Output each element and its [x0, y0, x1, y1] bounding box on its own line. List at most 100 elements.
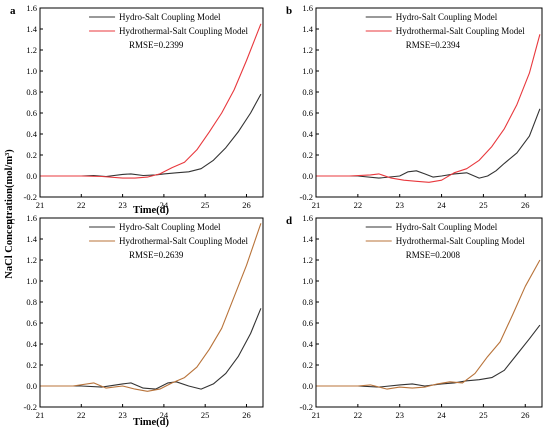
y-tick-label: 1.6: [302, 3, 313, 13]
panel-label: a: [10, 5, 16, 17]
y-tick-label: 0.4: [302, 339, 313, 349]
x-tick-label: 26: [242, 410, 251, 420]
x-tick-label: 21: [312, 200, 321, 210]
y-tick-label: 1.2: [302, 45, 313, 55]
legend-label: Hydro-Salt Coupling Model: [396, 222, 498, 232]
legend-label: Hydro-Salt Coupling Model: [119, 222, 221, 232]
x-tick-label: 26: [521, 200, 530, 210]
rmse-annotation: RMSE=0.2008: [406, 250, 461, 260]
y-tick-label: -0.2: [24, 402, 37, 412]
x-tick-label: 21: [36, 410, 45, 420]
series-line-hydrothermal-salt: [40, 23, 262, 179]
y-tick-label: 0.8: [302, 297, 313, 307]
x-axis-title-bottom: Time(d): [133, 417, 169, 428]
y-tick-label: -0.2: [300, 192, 313, 202]
y-tick-label: 1.4: [302, 234, 313, 244]
legend-label: Hydrothermal-Salt Coupling Model: [119, 26, 248, 36]
y-tick-label: 1.0: [26, 66, 37, 76]
y-tick-label: 1.2: [302, 255, 313, 265]
x-tick-label: 22: [77, 410, 86, 420]
y-tick-label: 1.2: [26, 45, 37, 55]
x-tick-label: 21: [312, 410, 321, 420]
y-tick-label: 0.6: [26, 108, 37, 118]
series-line-hydrothermal-salt: [40, 223, 262, 392]
legend-label: Hydrothermal-Salt Coupling Model: [119, 236, 248, 246]
x-tick-label: 24: [160, 200, 169, 210]
y-tick-label: 0.2: [26, 150, 37, 160]
legend-label: Hydro-Salt Coupling Model: [396, 12, 498, 22]
x-tick-label: 23: [118, 200, 127, 210]
x-tick-label: 24: [437, 410, 446, 420]
y-tick-label: 0.0: [302, 171, 313, 181]
y-tick-label: 0.4: [26, 129, 37, 139]
y-tick-label: 1.0: [26, 276, 37, 286]
y-tick-label: 0.2: [302, 360, 313, 370]
panel-label: c: [10, 215, 15, 227]
y-tick-label: 1.4: [302, 24, 313, 34]
panel-c: -0.2 0.0 0.2 0.4 0.6 0.8 1.0 1.2 1.4 1.6 21 22 23 24 2…: [10, 213, 264, 420]
x-tick-label: 26: [521, 410, 530, 420]
y-tick-label: 0.6: [302, 108, 313, 118]
plot-frame: [39, 7, 264, 198]
plot-frame: [315, 217, 543, 408]
y-tick-label: 0.0: [26, 171, 37, 181]
x-tick-label: 25: [201, 410, 210, 420]
rmse-annotation: RMSE=0.2639: [129, 250, 184, 260]
y-tick-label: 1.4: [26, 24, 37, 34]
panel-d: -0.2 0.0 0.2 0.4 0.6 0.8 1.0 1.2 1.4 1.6 21 22 23 24 2…: [286, 213, 543, 420]
series-line-hydro-salt: [40, 308, 262, 390]
plot-frame: [315, 7, 543, 198]
x-tick-label: 22: [354, 410, 363, 420]
rmse-annotation: RMSE=0.2394: [406, 40, 461, 50]
y-axis-title: NaCl Concentration(mol/m³): [4, 149, 15, 279]
series-line-hydrothermal-salt: [316, 259, 541, 390]
y-tick-label: 0.8: [302, 87, 313, 97]
panel-a: -0.2 0.0 0.2 0.4 0.6 0.8 1.0 1.2 1.4 1.6 21 22 23 24 2…: [10, 3, 264, 210]
y-tick-label: 1.6: [26, 213, 37, 223]
y-tick-label: 0.4: [302, 129, 313, 139]
y-tick-label: 1.0: [302, 276, 313, 286]
series-line-hydro-salt: [40, 93, 262, 178]
x-tick-label: 23: [395, 200, 404, 210]
y-tick-label: 0.6: [302, 318, 313, 328]
x-tick-label: 25: [479, 410, 488, 420]
x-tick-label: 21: [36, 200, 45, 210]
y-tick-label: 0.2: [26, 360, 37, 370]
x-tick-label: 22: [77, 200, 86, 210]
series-line-hydrothermal-salt: [316, 34, 541, 183]
x-tick-label: 23: [118, 410, 127, 420]
y-tick-label: 1.0: [302, 66, 313, 76]
y-tick-label: 1.2: [26, 255, 37, 265]
x-tick-label: 24: [160, 410, 169, 420]
y-tick-label: 1.6: [26, 3, 37, 13]
series-line-hydro-salt: [316, 108, 541, 179]
panel-b: -0.2 0.0 0.2 0.4 0.6 0.8 1.0 1.2 1.4 1.6 21 22 23 24 2…: [286, 3, 543, 210]
x-tick-label: 25: [201, 200, 210, 210]
y-tick-label: 0.2: [302, 150, 313, 160]
rmse-annotation: RMSE=0.2399: [129, 40, 184, 50]
legend-label: Hydrothermal-Salt Coupling Model: [396, 236, 525, 246]
y-tick-label: 0.0: [302, 381, 313, 391]
y-tick-label: 0.8: [26, 87, 37, 97]
panel-label: d: [286, 215, 292, 227]
y-tick-label: 0.4: [26, 339, 37, 349]
y-tick-label: 0.0: [26, 381, 37, 391]
y-tick-label: -0.2: [300, 402, 313, 412]
legend-label: Hydrothermal-Salt Coupling Model: [396, 26, 525, 36]
legend-label: Hydro-Salt Coupling Model: [119, 12, 221, 22]
x-tick-label: 26: [242, 200, 251, 210]
series-line-hydro-salt: [316, 324, 541, 388]
x-tick-label: 23: [395, 410, 404, 420]
panel-label: b: [286, 5, 292, 17]
x-tick-label: 25: [479, 200, 488, 210]
x-tick-label: 22: [354, 200, 363, 210]
plot-frame: [39, 217, 264, 408]
y-tick-label: -0.2: [24, 192, 37, 202]
y-tick-label: 1.6: [302, 213, 313, 223]
y-tick-label: 1.4: [26, 234, 37, 244]
x-axis-title-top: Time(d): [133, 205, 169, 216]
y-tick-label: 0.8: [26, 297, 37, 307]
x-tick-label: 24: [437, 200, 446, 210]
y-tick-label: 0.6: [26, 318, 37, 328]
